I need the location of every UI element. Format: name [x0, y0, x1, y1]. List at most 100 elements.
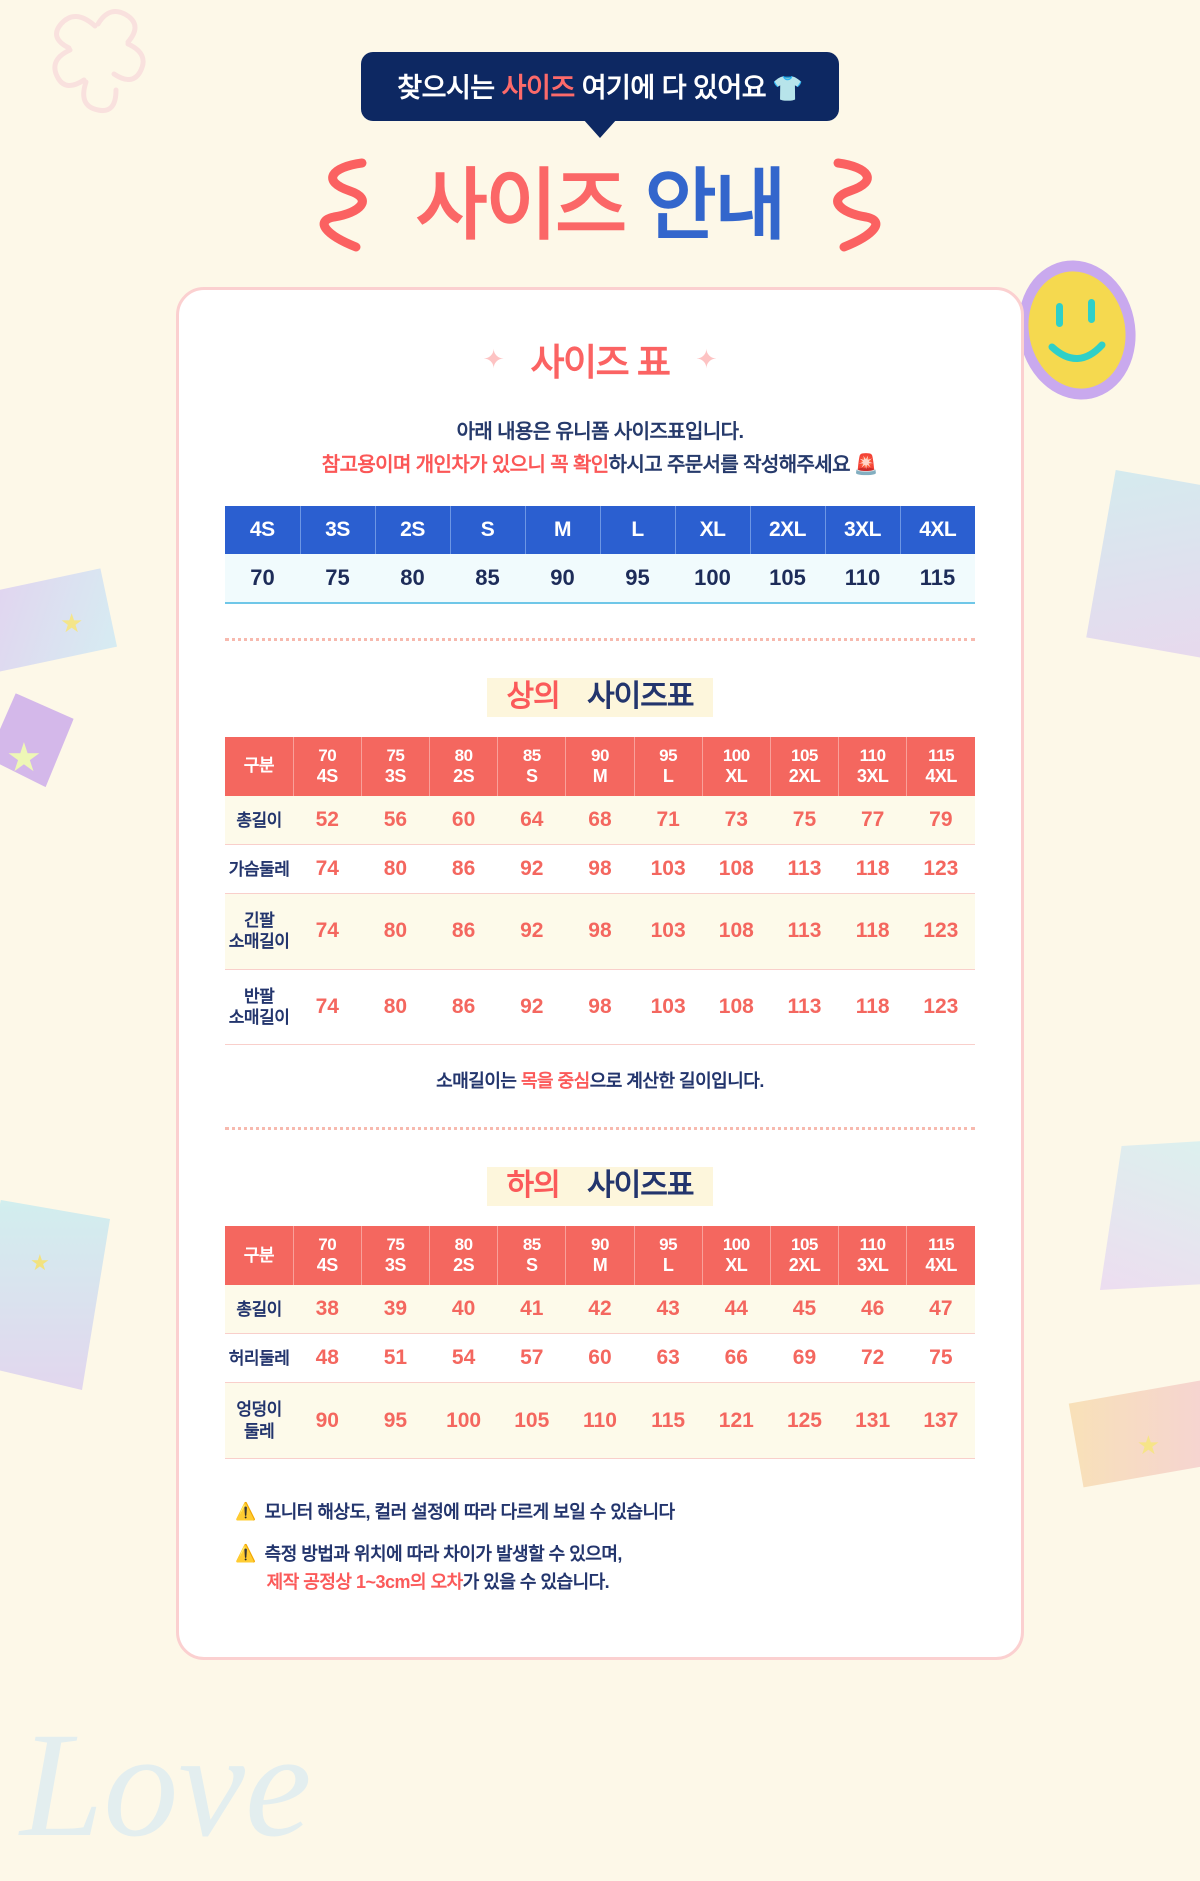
size-strip-label-7: 2XL [750, 506, 826, 554]
size-strip-label-1: 3S [300, 506, 376, 554]
sparkle-left-icon: ✦ [482, 343, 505, 374]
top-col-header-7: 105 2XL [770, 737, 840, 797]
top-col-size-0: 4S [316, 765, 339, 786]
header-banner: 찾으시는 사이즈 여기에 다 있어요 👕 [361, 52, 839, 121]
bottom-col-header-2: 80 2S [429, 1226, 499, 1286]
bottom-col-number-0: 70 [318, 1235, 337, 1255]
size-strip-label-4: M [525, 506, 601, 554]
top-row-label-0: 총길이 [225, 796, 294, 846]
size-strip-label-3: S [450, 506, 526, 554]
top-col-size-9: 4XL [925, 765, 957, 786]
bottom-cell-1-9: 75 [906, 1333, 975, 1384]
top-cell-1-1: 80 [361, 844, 430, 895]
top-cell-0-6: 73 [702, 796, 771, 846]
top-row-label-3: 반팔 소매길이 [225, 969, 294, 1046]
top-col-number-3: 85 [522, 746, 541, 765]
sleeve-note: 소매길이는 목을 중심으로 계산한 길이입니다. [225, 1067, 975, 1093]
sleeve-note-red: 목을 중심 [520, 1071, 590, 1092]
size-strip-label-2: 2S [375, 506, 451, 554]
bottom-col-number-3: 85 [522, 1235, 541, 1255]
top-cell-0-5: 71 [634, 796, 703, 846]
table-row: 반팔 소매길이 74 80 86 92 98 103 108 113 118 123 [225, 969, 975, 1046]
top-col-header-5: 95 L [634, 737, 703, 797]
bottom-cell-0-1: 39 [361, 1285, 430, 1335]
lead-paragraph: 아래 내용은 유니폼 사이즈표입니다. 참고용이며 개인차가 있으니 꼭 확인하… [225, 416, 975, 482]
bottom-col-number-2: 80 [454, 1235, 473, 1255]
bottom-col-size-8: 3XL [856, 1254, 889, 1275]
top-col-header-4: 90 M [565, 737, 635, 797]
sparkle-right-icon: ✦ [695, 343, 718, 374]
tshirt-icon: 👕 [772, 75, 803, 103]
bottom-section-title-red: 하의 [496, 1167, 570, 1207]
size-guide-card: ✦ 사이즈 표 ✦ 아래 내용은 유니폼 사이즈표입니다. 참고용이며 개인차가… [176, 287, 1024, 1660]
page-title-row: 사이즈 안내 [0, 155, 1200, 255]
bottom-cell-2-4: 110 [565, 1382, 635, 1459]
size-strip-label-8: 3XL [825, 506, 901, 554]
bottom-col-number-9: 115 [928, 1235, 955, 1255]
bottom-size-table: 구분 70 4S 75 3S 80 2S 85 S 90 M 95 L 100 XL 105 2XL 110 3XL… [225, 1226, 975, 1459]
size-strip-value-5: 95 [600, 554, 675, 604]
size-strip-value-2: 80 [375, 554, 450, 604]
top-cell-3-8: 118 [838, 969, 907, 1046]
bottom-col-size-4: M [592, 1254, 608, 1275]
bottom-cell-2-5: 115 [634, 1382, 703, 1459]
bottom-cell-1-0: 48 [293, 1333, 362, 1384]
page-root: 찾으시는 사이즈 여기에 다 있어요 👕 사이즈 안내 ✦ 사이즈 표 ✦ 아래 … [0, 0, 1200, 1660]
top-col-header-8: 110 3XL [838, 737, 908, 797]
divider-1 [225, 638, 975, 641]
card-title-row: ✦ 사이즈 표 ✦ [225, 332, 975, 386]
banner-text-post: 여기에 다 있어요 [574, 73, 767, 103]
bottom-col-number-8: 110 [859, 1235, 886, 1255]
bottom-col-header-6: 100 XL [702, 1226, 771, 1286]
top-cell-3-5: 103 [634, 969, 703, 1046]
bottom-section-title-navy: 사이즈표 [577, 1167, 704, 1207]
sleeve-note-pre: 소매길이는 [436, 1071, 521, 1092]
top-cell-0-2: 60 [429, 796, 498, 846]
card-title: 사이즈 표 [530, 342, 671, 383]
bottom-cell-0-2: 40 [429, 1285, 498, 1335]
lead-line-2-red: 참고용이며 개인차가 있으니 꼭 확인 [321, 454, 609, 476]
size-strip-label-6: XL [675, 506, 751, 554]
notice-list: ⚠️ 모니터 해상도, 컬러 설정에 따라 다르게 보일 수 있습니다 ⚠️ 측… [225, 1499, 975, 1597]
bottom-cell-2-9: 137 [906, 1382, 975, 1459]
top-cell-0-9: 79 [906, 796, 975, 846]
top-cell-3-7: 113 [770, 969, 839, 1046]
bottom-cell-1-3: 57 [497, 1333, 566, 1384]
divider-2 [225, 1127, 975, 1131]
bottom-col-header-4: 90 M [565, 1226, 635, 1286]
top-cell-2-9: 123 [906, 893, 975, 970]
size-strip-header-row: 4S 3S 2S S M L XL 2XL 3XL 4XL [225, 506, 975, 554]
top-cell-2-5: 103 [634, 893, 703, 970]
table-row: 엉덩이 둘레 90 95 100 105 110 115 121 125 131 137 [225, 1382, 975, 1459]
top-cell-1-2: 86 [429, 844, 498, 895]
bottom-col-size-6: XL [725, 1254, 748, 1275]
bottom-cell-1-5: 63 [634, 1333, 703, 1384]
banner-text-pre: 찾으시는 [397, 73, 502, 103]
bottom-cell-1-7: 69 [770, 1333, 839, 1384]
bottom-cell-2-8: 131 [838, 1382, 907, 1459]
bottom-col-size-0: 4S [316, 1254, 339, 1275]
top-cell-0-0: 52 [293, 796, 362, 846]
size-strip-value-0: 70 [225, 554, 300, 604]
size-strip-value-1: 75 [300, 554, 375, 604]
top-col-number-0: 70 [318, 746, 337, 765]
top-cell-3-9: 123 [906, 969, 975, 1046]
bottom-col-number-7: 105 [791, 1235, 818, 1255]
page-title-blue: 안내 [644, 161, 787, 249]
bottom-cell-0-7: 45 [770, 1285, 839, 1335]
bottom-corner-label: 구분 [225, 1226, 294, 1286]
notice-text-2-red: 제작 공정상 1~3cm의 오차 [266, 1571, 464, 1592]
top-table-header-row: 구분 70 4S 75 3S 80 2S 85 S 90 M 95 L 100 XL 105 2XL 110 3XL… [225, 737, 975, 797]
bottom-cell-2-3: 105 [497, 1382, 566, 1459]
bottom-col-number-1: 75 [386, 1235, 405, 1255]
warning-icon-2: ⚠️ [235, 1543, 256, 1563]
squiggle-right-icon [833, 158, 881, 252]
bottom-col-header-7: 105 2XL [770, 1226, 840, 1286]
top-cell-1-7: 113 [770, 844, 839, 895]
top-table-body: 총길이 52 56 60 64 68 71 73 75 77 79 가슴둘레 74 80 86 92 98 103… [225, 796, 975, 1046]
notice-text-2-line1: 측정 방법과 위치에 따라 차이가 발생할 수 있으며, [264, 1543, 623, 1564]
size-strip-label-9: 4XL [900, 506, 975, 554]
top-row-label-2: 긴팔 소매길이 [225, 893, 294, 970]
banner-wrapper: 찾으시는 사이즈 여기에 다 있어요 👕 [0, 0, 1200, 121]
top-col-size-4: M [592, 765, 608, 786]
